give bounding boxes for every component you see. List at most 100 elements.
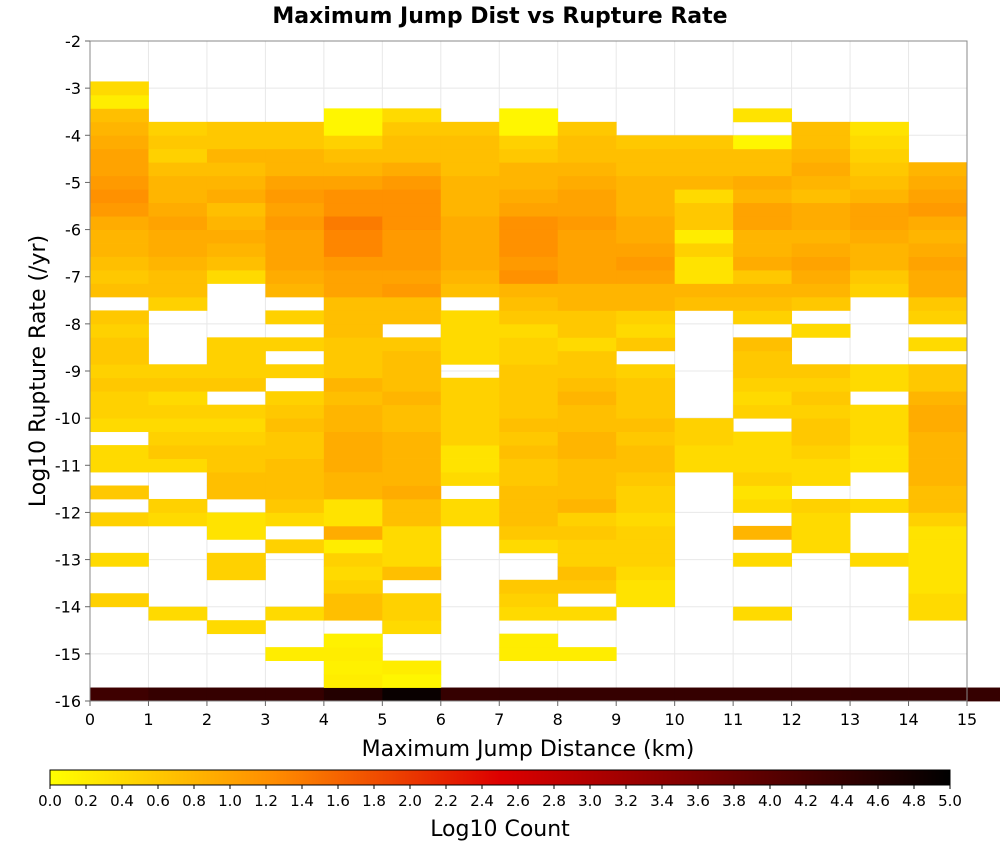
heatmap-cell — [90, 485, 149, 500]
heatmap-cell — [499, 593, 559, 608]
heatmap-cell — [499, 270, 559, 284]
heatmap-cell — [90, 202, 149, 217]
heatmap-cell — [791, 270, 851, 284]
heatmap-cell — [850, 445, 909, 459]
heatmap-cell — [616, 243, 676, 257]
heatmap-cell — [90, 377, 149, 392]
heatmap-cell — [265, 364, 325, 379]
heatmap-cell — [733, 189, 792, 204]
heatmap-cell — [382, 377, 442, 392]
heatmap-cell — [733, 229, 792, 244]
x-axis-ticks: 0 1 2 3 4 5 6 7 8 9 10 11 12 13 14 15 — [85, 701, 977, 729]
heatmap-cell — [148, 270, 208, 284]
heatmap-cell — [206, 458, 266, 473]
y-tick-label: -2 — [65, 32, 81, 51]
heatmap-cell — [908, 256, 968, 271]
colorbar-tick-label: 5.0 — [938, 792, 962, 810]
heatmap-cell — [850, 431, 909, 446]
heatmap-cell — [674, 458, 734, 473]
heatmap-cell — [440, 135, 500, 150]
heatmap-cell — [733, 485, 792, 500]
heatmap-cell — [440, 404, 500, 419]
heatmap-cell — [908, 498, 968, 513]
heatmap-cell — [90, 687, 149, 702]
heatmap-cell — [616, 283, 676, 298]
y-tick-label: -9 — [65, 362, 81, 381]
heatmap-cell — [850, 377, 909, 392]
heatmap-cell — [733, 270, 792, 284]
heatmap-cell — [206, 418, 266, 433]
x-tick-label: 3 — [260, 710, 270, 729]
heatmap-cell — [90, 175, 149, 190]
heatmap-cell — [733, 472, 792, 486]
heatmap-cell — [616, 256, 676, 271]
heatmap-cell — [674, 175, 734, 190]
heatmap-cell — [674, 229, 734, 244]
heatmap-cell — [499, 512, 559, 527]
heatmap-cell — [206, 229, 266, 244]
colorbar-ticks: 0.0 0.2 0.4 0.6 0.8 1.0 1.2 1.4 1.6 1.8 2.0 2.2 2.4 2… — [38, 785, 962, 810]
heatmap-cell — [148, 175, 208, 190]
heatmap-cell — [908, 229, 968, 244]
heatmap-cell — [557, 364, 617, 379]
heatmap-cell — [850, 404, 909, 419]
heatmap-cell — [148, 162, 208, 177]
heatmap-cell — [148, 243, 208, 257]
heatmap-cell — [148, 391, 208, 406]
heatmap-cell — [499, 283, 559, 298]
heatmap-cell — [850, 135, 909, 150]
colorbar-tick-label: 0.8 — [182, 792, 206, 810]
heatmap-cell — [323, 229, 383, 244]
heatmap-cell — [557, 216, 617, 230]
heatmap-cell — [265, 310, 325, 325]
heatmap-cell — [148, 135, 208, 150]
heatmap-cell — [616, 445, 676, 459]
heatmap-cell — [791, 229, 851, 244]
heatmap-cell — [440, 418, 500, 433]
heatmap-cell — [557, 135, 617, 150]
heatmap-cell — [382, 337, 442, 352]
heatmap-cell — [908, 539, 968, 554]
heatmap-cell — [733, 391, 792, 406]
heatmap-cell — [382, 256, 442, 271]
heatmap-cell — [791, 189, 851, 204]
heatmap-cell — [674, 418, 734, 433]
heatmap-cell — [908, 485, 968, 500]
x-tick-label: 9 — [611, 710, 621, 729]
colorbar-tick-label: 0.4 — [110, 792, 134, 810]
heatmap-cell — [148, 377, 208, 392]
heatmap-cell — [265, 431, 325, 446]
heatmap-cell — [148, 283, 208, 298]
heatmap-cell — [850, 175, 909, 190]
heatmap-cell — [265, 256, 325, 271]
colorbar-tick-label: 1.6 — [326, 792, 350, 810]
heatmap-cell — [148, 431, 208, 446]
heatmap-cell — [616, 579, 676, 594]
heatmap-cell — [908, 512, 968, 527]
colorbar-tick-label: 3.8 — [722, 792, 746, 810]
heatmap-cell — [616, 593, 676, 608]
colorbar-tick-label: 0.6 — [146, 792, 170, 810]
x-tick-label: 5 — [377, 710, 387, 729]
heatmap-cell — [323, 337, 383, 352]
x-tick-label: 14 — [898, 710, 918, 729]
heatmap-cell — [733, 377, 792, 392]
heatmap-cell — [733, 458, 792, 473]
heatmap-cell — [382, 566, 442, 581]
heatmap-cell — [557, 229, 617, 244]
heatmap-cell — [440, 283, 500, 298]
heatmap-cells — [90, 81, 1000, 702]
heatmap-cell — [323, 189, 383, 204]
heatmap-cell — [616, 148, 676, 163]
heatmap-cell — [90, 243, 149, 257]
heatmap-cell — [206, 162, 266, 177]
colorbar-label: Log10 Count — [430, 817, 570, 842]
heatmap-cell — [733, 310, 792, 325]
colorbar-tick-label: 3.0 — [578, 792, 602, 810]
heatmap-cell — [440, 256, 500, 271]
heatmap-cell — [265, 485, 325, 500]
heatmap-cell — [382, 350, 442, 365]
heatmap-cell — [440, 229, 500, 244]
heatmap-cell — [206, 189, 266, 204]
heatmap-cell — [616, 539, 676, 554]
